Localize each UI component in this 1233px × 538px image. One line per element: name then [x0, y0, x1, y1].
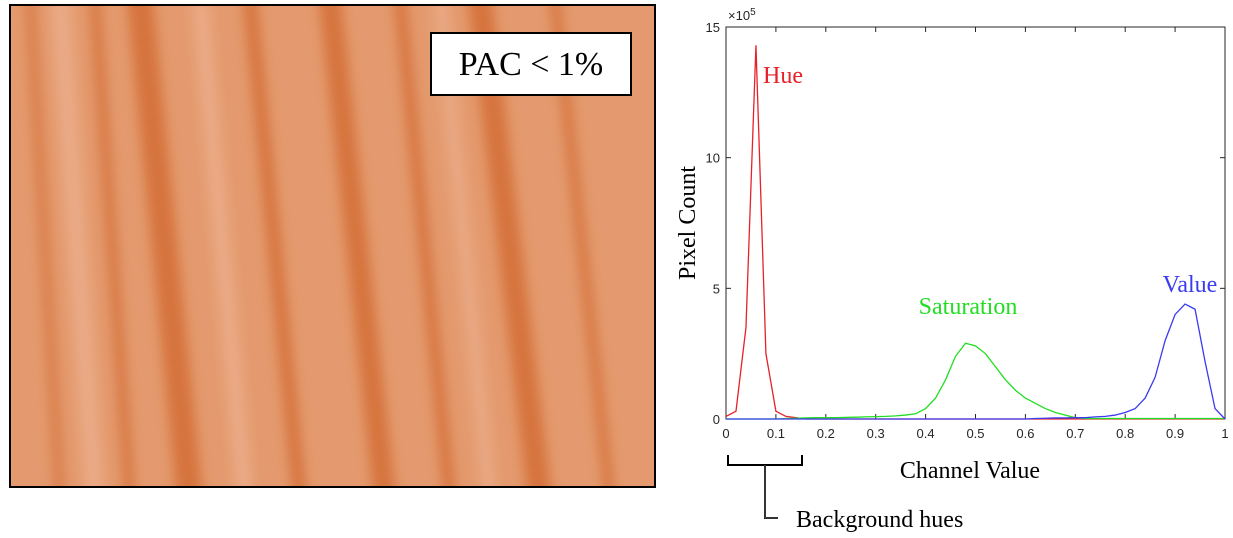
y-tick-label: 15	[706, 20, 720, 35]
y-tick-label: 10	[706, 151, 720, 166]
y-exponent-power: 5	[750, 7, 756, 18]
x-tick-label: 0.3	[867, 426, 885, 441]
x-tick-label: 0.5	[966, 426, 984, 441]
y-exponent: ×105	[728, 7, 756, 23]
x-tick-label: 0.4	[917, 426, 935, 441]
x-tick-label: 1	[1221, 426, 1228, 441]
y-axis-label: Pixel Count	[675, 166, 701, 280]
x-axis-label: Channel Value	[900, 458, 1040, 484]
photo-border	[9, 4, 656, 488]
y-tick-label: 0	[713, 412, 720, 427]
x-tick-label: 0.7	[1066, 426, 1084, 441]
x-tick-label: 0.2	[817, 426, 835, 441]
x-tick-label: 0.9	[1166, 426, 1184, 441]
y-exponent-base: ×10	[728, 8, 750, 23]
series-label: Saturation	[919, 294, 1018, 320]
annotation: Background hues	[796, 507, 963, 533]
series-line	[726, 342, 1225, 420]
bracket-arm	[764, 465, 778, 519]
x-tick-label: 0.6	[1016, 426, 1034, 441]
series-label: Value	[1163, 272, 1218, 298]
label-box	[430, 32, 632, 96]
series-label: Hue	[763, 63, 803, 89]
series-line	[725, 45, 1225, 420]
x-tick-label: 0	[722, 426, 729, 441]
y-tick-label: 5	[713, 281, 720, 296]
chart: 0 0.1 0.2 0.3 0.4 0.5 0.6 0.7 0.8 0.9 1051015×105C…	[675, 7, 1229, 533]
x-tick-label: 0.1	[767, 426, 785, 441]
series-line	[726, 303, 1226, 420]
image-label: PAC < 1%	[459, 46, 604, 83]
x-tick-label: 0.8	[1116, 426, 1134, 441]
